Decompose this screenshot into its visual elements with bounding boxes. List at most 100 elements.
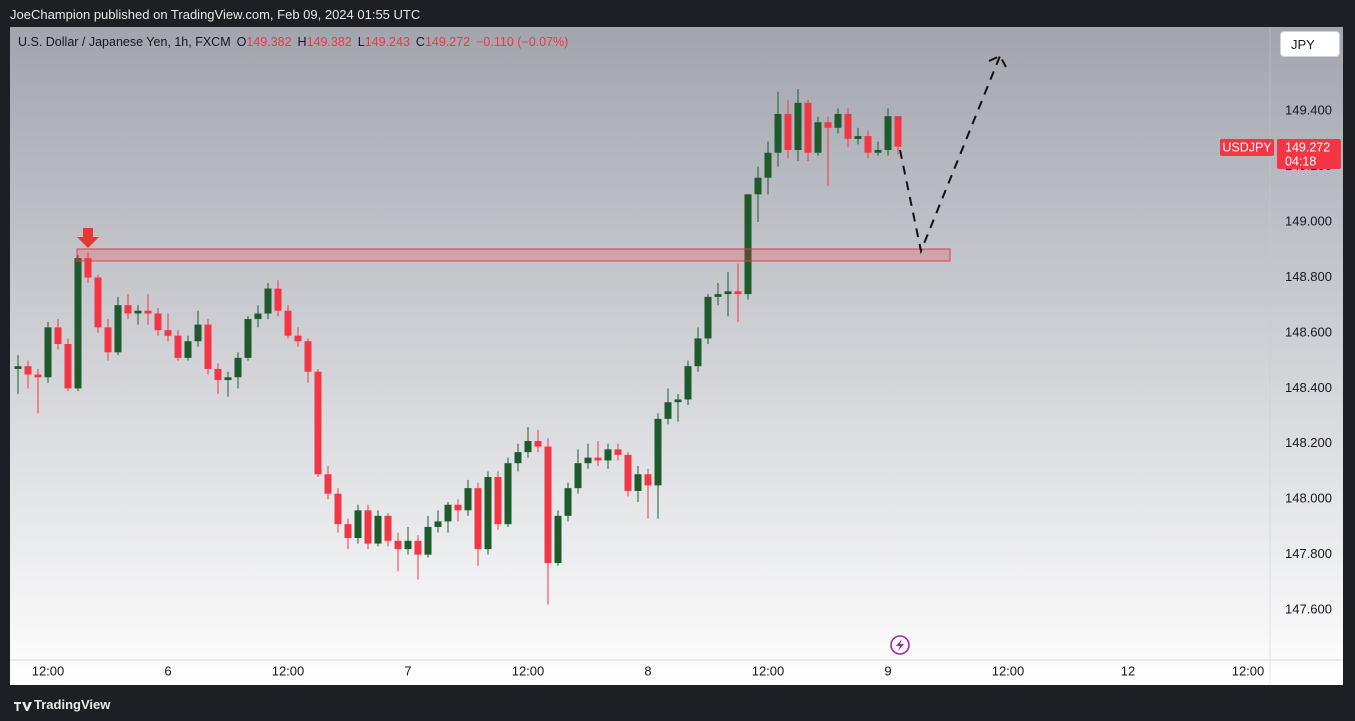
candle-body [14, 366, 22, 369]
open-letter: O [236, 35, 247, 49]
candle-body [534, 441, 542, 447]
candle-body [704, 296, 712, 339]
candle-body [564, 488, 572, 516]
candle-body [24, 366, 32, 375]
candle-body [504, 463, 512, 525]
candles [14, 88, 902, 605]
candle-body [254, 313, 262, 320]
candle-body [324, 474, 332, 494]
candle-body [494, 477, 502, 525]
candle-body [514, 452, 522, 464]
candle-body [124, 305, 132, 314]
candle-body [634, 474, 642, 491]
candle-body [334, 493, 342, 525]
candle-body [414, 540, 422, 555]
x-tick-label: 9 [884, 663, 891, 678]
candle-body [874, 149, 882, 153]
candle-body [144, 310, 152, 314]
candle-body [364, 510, 372, 544]
candle-body [544, 446, 552, 563]
candle-body [774, 113, 782, 153]
candle-body [154, 313, 162, 331]
logo [14, 702, 32, 711]
candle-body [764, 152, 772, 178]
candle-body [274, 288, 282, 311]
high-letter: H [297, 35, 307, 49]
candle-body [664, 402, 672, 419]
x-tick-label: 7 [404, 663, 411, 678]
candle-body [884, 116, 892, 150]
candle-body [684, 366, 692, 400]
y-tick-label: 148.800 [1285, 269, 1332, 284]
x-tick-label: 12 [1121, 663, 1135, 678]
x-tick-label: 6 [164, 663, 171, 678]
candle-body [104, 327, 112, 353]
y-tick-label: 148.000 [1285, 491, 1332, 506]
candle-body [114, 305, 122, 353]
candle-body [234, 357, 242, 378]
symbol-title: U.S. Dollar / Japanese Yen, 1h, FXCM [18, 35, 231, 49]
candle-body [574, 463, 582, 489]
candle-body [524, 441, 532, 453]
price-badge [1277, 139, 1341, 169]
candle-body [794, 102, 802, 150]
down-arrow [77, 228, 99, 248]
candle-body [724, 291, 732, 295]
candle-body [374, 515, 382, 544]
candle-body [614, 449, 622, 455]
change-value: −0.110 (−0.07%) [476, 35, 569, 49]
candle-body [784, 113, 792, 150]
low-letter: L [357, 35, 365, 49]
candle-body [804, 102, 812, 153]
y-tick-label: 147.600 [1285, 602, 1332, 617]
candle-body [814, 122, 822, 153]
y-tick-label: 148.400 [1285, 380, 1332, 395]
close-value: 149.272 [424, 35, 471, 49]
event-icon [890, 635, 910, 655]
candle-body [744, 194, 752, 295]
low-value: 149.243 [364, 35, 410, 49]
annotations [76, 54, 1007, 655]
candle-body [74, 258, 82, 389]
x-tick-label: 12:00 [32, 663, 65, 678]
symbol-badge [1220, 139, 1274, 156]
candle-body [344, 524, 352, 539]
event-icon-bolt [896, 639, 904, 651]
x-tick-label: 12:00 [992, 663, 1025, 678]
candle-body [674, 399, 682, 403]
candle-body [734, 291, 742, 295]
candle-body [444, 504, 452, 522]
candle-body [694, 338, 702, 367]
symbol-label: USDJPY [1222, 140, 1272, 154]
candle-body [714, 294, 722, 297]
candle-body [304, 341, 312, 372]
close-letter: C [415, 35, 425, 49]
candle-body [134, 310, 142, 314]
candle-body [424, 526, 432, 555]
x-tick-label: 8 [644, 663, 651, 678]
candle-body [204, 324, 212, 369]
y-tick-label: 149.400 [1285, 103, 1332, 118]
candle-body [84, 258, 92, 278]
currency-button[interactable]: JPY [1280, 31, 1340, 57]
candle-body [214, 368, 222, 381]
candle-body [354, 510, 362, 539]
plot-background [10, 27, 1343, 685]
publisher-header: JoeChampion published on TradingView.com… [10, 7, 421, 22]
candle-body [864, 136, 872, 153]
candle-body [894, 116, 902, 147]
resistance-zone [76, 248, 951, 262]
candle-body [94, 277, 102, 328]
axes: 147.600 147.800 148.000 148.200 148.400 148.6… [32, 103, 1332, 679]
y-tick-label: 148.200 [1285, 435, 1332, 450]
y-tick-label: 149.000 [1285, 213, 1332, 228]
candle-body [64, 344, 72, 389]
y-tick-label: 148.600 [1285, 324, 1332, 339]
candle-body [654, 418, 662, 486]
candle-body [164, 330, 172, 336]
candle-body [244, 319, 252, 358]
candle-body [594, 457, 602, 461]
candle-body [224, 377, 232, 381]
